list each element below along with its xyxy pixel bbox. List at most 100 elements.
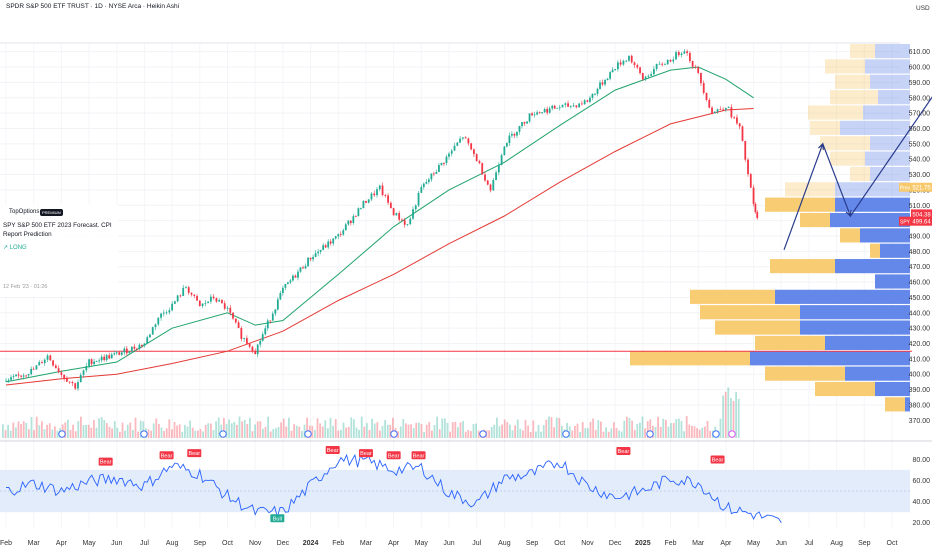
candle-body bbox=[556, 107, 559, 109]
volume-bar bbox=[704, 426, 706, 438]
volume-bar bbox=[571, 430, 574, 438]
volume-bar bbox=[178, 424, 181, 438]
candle-body bbox=[412, 209, 414, 219]
volume-bar bbox=[576, 423, 579, 438]
idea-author[interactable]: TopOptions bbox=[9, 209, 40, 215]
candle-body bbox=[279, 293, 282, 300]
candle-body bbox=[60, 372, 63, 375]
candle-body bbox=[719, 109, 722, 111]
volume-bar bbox=[134, 417, 137, 438]
candle-body bbox=[478, 161, 481, 164]
volume-bar bbox=[610, 428, 613, 438]
volume-bar bbox=[600, 421, 602, 438]
rsi-signal-box bbox=[159, 451, 174, 460]
volume-bar bbox=[366, 423, 368, 438]
volume-bar bbox=[646, 421, 649, 438]
candle-body bbox=[601, 82, 604, 85]
volume-bar bbox=[238, 416, 241, 438]
candle-body bbox=[218, 300, 221, 302]
volume-bar bbox=[459, 422, 462, 438]
candle-body bbox=[526, 121, 528, 124]
volume-bar bbox=[111, 428, 113, 438]
volume-profile-bar-down bbox=[905, 397, 910, 412]
candle-body bbox=[120, 352, 123, 355]
price-axis-label: 440.00 bbox=[909, 310, 931, 317]
volume-bar bbox=[301, 431, 303, 438]
volume-bar bbox=[197, 430, 199, 438]
price-axis-label: 560.00 bbox=[909, 126, 931, 133]
candle-body bbox=[628, 55, 630, 61]
candle-body bbox=[430, 173, 433, 180]
candle-body bbox=[373, 193, 376, 196]
candle-body bbox=[362, 200, 365, 209]
candle-body bbox=[756, 212, 759, 219]
volume-bar bbox=[165, 428, 168, 438]
candle-body bbox=[151, 327, 154, 335]
volume-profile-bar-up bbox=[700, 305, 800, 320]
time-axis-label: Aug bbox=[830, 540, 843, 547]
candle-body bbox=[611, 69, 614, 73]
volume-bar bbox=[264, 426, 267, 438]
volume-bar bbox=[509, 424, 511, 438]
volume-bar bbox=[654, 427, 657, 438]
volume-bar bbox=[20, 424, 22, 438]
candle-body bbox=[95, 361, 98, 362]
volume-bar bbox=[498, 426, 501, 438]
rsi-signal-box bbox=[386, 451, 401, 460]
candle-body bbox=[596, 88, 599, 94]
rsi-signal-box bbox=[270, 514, 285, 523]
volume-profile-bar-down bbox=[870, 136, 910, 151]
candle-body bbox=[741, 126, 744, 141]
candle-body bbox=[702, 83, 705, 93]
candle-body bbox=[168, 310, 171, 313]
volume-bar bbox=[488, 430, 490, 438]
candle-body bbox=[561, 104, 564, 108]
candle-body bbox=[464, 137, 467, 139]
volume-bar bbox=[93, 420, 95, 438]
volume-profile-bar-down bbox=[875, 44, 910, 59]
time-axis-label: Oct bbox=[222, 540, 233, 547]
volume-bar bbox=[618, 430, 620, 438]
candle-body bbox=[118, 352, 121, 355]
volume-bar bbox=[639, 422, 641, 438]
volume-bar bbox=[454, 421, 457, 438]
price-axis-label: 460.00 bbox=[909, 280, 931, 287]
volume-bar bbox=[173, 422, 176, 438]
candle-body bbox=[538, 112, 541, 114]
candle-body bbox=[281, 287, 284, 294]
price-axis-label: 570.00 bbox=[909, 111, 931, 118]
volume-bar bbox=[241, 421, 243, 438]
volume-bar bbox=[683, 431, 685, 438]
volume-bar bbox=[467, 430, 470, 438]
candle-body bbox=[85, 366, 88, 371]
volume-bar bbox=[56, 430, 59, 438]
candle-body bbox=[88, 359, 90, 367]
volume-profile-bar-down bbox=[825, 335, 910, 350]
volume-bar bbox=[451, 422, 454, 438]
volume-bar bbox=[519, 428, 522, 438]
idea-title[interactable]: SPY S&P 500 ETF 2023 Forecast. CPI Repor… bbox=[3, 222, 112, 238]
candle-body bbox=[644, 76, 647, 80]
candle-body bbox=[130, 346, 133, 352]
volume-bar bbox=[158, 424, 160, 438]
idea-card[interactable]: TopOptions PREMIUM SPY S&P 500 ETF 2023 … bbox=[0, 204, 118, 296]
volume-bar bbox=[51, 429, 54, 438]
candle-body bbox=[234, 318, 237, 323]
candle-body bbox=[448, 153, 450, 157]
time-axis-label: 2024 bbox=[303, 540, 319, 547]
volume-bar bbox=[35, 416, 38, 438]
volume-bar bbox=[420, 424, 423, 438]
volume-bar bbox=[22, 421, 25, 438]
candle-body bbox=[329, 241, 332, 244]
candle-body bbox=[500, 155, 503, 165]
volume-bar bbox=[602, 431, 605, 438]
candle-body bbox=[146, 337, 149, 344]
event-marker bbox=[728, 430, 736, 438]
candle-body bbox=[384, 194, 387, 196]
volume-bar bbox=[620, 431, 623, 438]
rsi-signal-label: Bear bbox=[159, 451, 174, 460]
rsi-axis-label: 80.00 bbox=[912, 457, 930, 464]
candle-body bbox=[165, 312, 168, 314]
volume-profile-bar-up bbox=[785, 182, 835, 197]
